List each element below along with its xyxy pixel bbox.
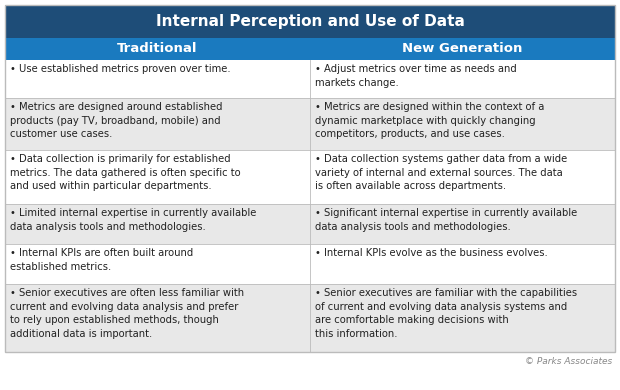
Text: • Significant internal expertise in currently available
data analysis tools and : • Significant internal expertise in curr… — [315, 208, 577, 232]
Text: © Parks Associates: © Parks Associates — [525, 357, 612, 366]
Text: Internal Perception and Use of Data: Internal Perception and Use of Data — [156, 14, 464, 29]
Text: • Metrics are designed around established
products (pay TV, broadband, mobile) a: • Metrics are designed around establishe… — [10, 102, 223, 139]
Bar — [5, 98, 615, 150]
Bar — [5, 5, 615, 352]
Bar — [5, 284, 615, 352]
Text: • Use established metrics proven over time.: • Use established metrics proven over ti… — [10, 64, 231, 74]
Bar — [5, 204, 615, 244]
Text: • Limited internal expertise in currently available
data analysis tools and meth: • Limited internal expertise in currentl… — [10, 208, 257, 232]
Text: • Senior executives are often less familiar with
current and evolving data analy: • Senior executives are often less famil… — [10, 288, 244, 339]
Text: Traditional: Traditional — [117, 43, 198, 55]
Text: • Data collection systems gather data from a wide
variety of internal and extern: • Data collection systems gather data fr… — [315, 154, 567, 191]
Text: New Generation: New Generation — [402, 43, 523, 55]
Text: • Metrics are designed within the context of a
dynamic marketplace with quickly : • Metrics are designed within the contex… — [315, 102, 544, 139]
Text: • Data collection is primarily for established
metrics. The data gathered is oft: • Data collection is primarily for estab… — [10, 154, 241, 191]
Bar — [5, 60, 615, 98]
Text: • Internal KPIs are often built around
established metrics.: • Internal KPIs are often built around e… — [10, 248, 193, 271]
Text: • Adjust metrics over time as needs and
markets change.: • Adjust metrics over time as needs and … — [315, 64, 516, 88]
Bar — [5, 5, 615, 38]
Bar — [5, 150, 615, 204]
Text: • Senior executives are familiar with the capabilities
of current and evolving d: • Senior executives are familiar with th… — [315, 288, 577, 339]
Bar — [5, 38, 615, 60]
Text: • Internal KPIs evolve as the business evolves.: • Internal KPIs evolve as the business e… — [315, 248, 547, 258]
Bar — [5, 244, 615, 284]
